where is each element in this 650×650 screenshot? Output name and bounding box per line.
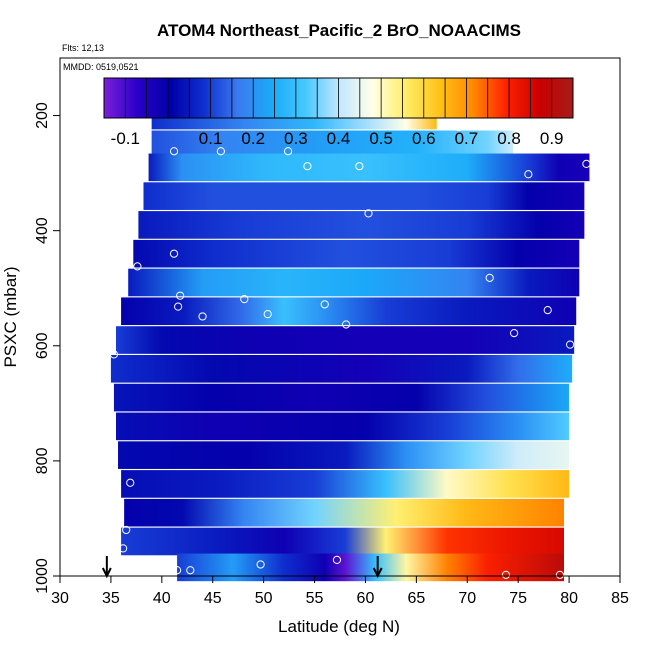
colorbar-tick-label: 0.4 — [327, 129, 351, 148]
data-point — [283, 147, 293, 156]
plot-area — [59, 57, 621, 582]
y-tick-label: 1000 — [34, 558, 51, 594]
data-point — [566, 340, 575, 349]
data-point — [133, 262, 142, 271]
heatmap-band — [121, 470, 570, 498]
data-point — [501, 570, 511, 579]
x-axis: 30 35 40 45 50 55 60 65 70 75 80 85 — [51, 576, 629, 607]
y-tick-label: 800 — [34, 447, 51, 474]
x-tick-label: 35 — [102, 590, 120, 607]
data-point — [240, 295, 249, 304]
data-point — [126, 478, 135, 487]
data-point — [216, 147, 225, 156]
heatmap-band — [116, 326, 575, 354]
heatmap-band — [138, 211, 585, 239]
heatmap-band — [121, 527, 564, 556]
heatmap-band — [177, 553, 564, 582]
heatmap-band — [124, 498, 565, 527]
heatmap-band — [118, 441, 570, 469]
colorbar-tick-label: 0.2 — [241, 129, 265, 148]
data-point — [174, 302, 183, 311]
x-tick-label: 85 — [611, 590, 629, 607]
x-tick-label: 70 — [458, 590, 476, 607]
data-point — [109, 350, 119, 359]
data-point — [119, 544, 128, 553]
x-tick-label: 60 — [357, 590, 375, 607]
x-tick-label: 55 — [306, 590, 324, 607]
heatmap-band — [148, 153, 590, 182]
x-tick-label: 75 — [509, 590, 527, 607]
x-tick-label: 65 — [407, 590, 425, 607]
colorbar-tick-label: 0.8 — [497, 129, 521, 148]
x-tick-label: 30 — [51, 590, 69, 607]
x-axis-label: Latitude (deg N) — [278, 617, 400, 636]
plot-frame — [59, 57, 621, 577]
data-point — [169, 249, 179, 258]
x-tick-label: 50 — [255, 590, 273, 607]
y-axis: 200 400 600 800 1000 — [34, 102, 60, 594]
colorbar-dividers — [124, 78, 553, 118]
heatmap-band — [110, 354, 573, 383]
colorbar-tick-label: 0.6 — [412, 129, 436, 148]
heatmap-band — [133, 239, 580, 268]
colorbar-tick-label: 0.7 — [455, 129, 479, 148]
heatmap-bands — [110, 101, 590, 582]
data-point — [510, 329, 519, 338]
data-point — [485, 273, 494, 282]
colorbar: -0.1 0.1 0.2 0.3 0.4 0.5 0.6 0.7 0.8 0.9 — [103, 77, 574, 148]
data-point — [122, 525, 131, 535]
data-point — [355, 162, 364, 171]
data-point — [342, 320, 351, 329]
heatmap-band — [121, 297, 577, 326]
heatmap-band — [116, 412, 570, 441]
heatmap-band — [143, 182, 585, 210]
data-point — [364, 209, 373, 218]
colorbar-tick-label: 0.9 — [540, 129, 564, 148]
y-tick-label: 400 — [34, 217, 51, 244]
data-point — [186, 566, 195, 575]
colorbar-tick-label: 0.5 — [369, 129, 393, 148]
data-point — [256, 560, 265, 569]
chart-title: ATOM4 Northeast_Pacific_2 BrO_NOAACIMS — [157, 21, 521, 40]
data-point — [198, 312, 207, 321]
data-point — [455, 122, 464, 132]
data-point — [543, 305, 552, 315]
data-point — [582, 159, 591, 169]
colorbar-tick-labels: -0.1 0.1 0.2 0.3 0.4 0.5 0.6 0.7 0.8 0.9 — [111, 129, 564, 148]
colorbar-frame — [103, 77, 574, 119]
dates-label: MMDD: 0519,0521 — [63, 62, 139, 72]
y-tick-label: 600 — [34, 332, 51, 359]
colorbar-tick-label: 0.3 — [284, 129, 308, 148]
y-tick-label: 200 — [34, 102, 51, 129]
x-tick-label: 80 — [560, 590, 578, 607]
x-tick-label: 45 — [204, 590, 222, 607]
data-point — [172, 566, 182, 575]
data-point — [332, 555, 342, 564]
heatmap-band — [128, 268, 580, 297]
data-point — [303, 162, 312, 171]
heatmap-band — [113, 383, 570, 412]
data-point — [555, 570, 565, 579]
x-tick-label: 40 — [153, 590, 171, 607]
y-axis-label: PSXC (mbar) — [1, 266, 20, 367]
data-point — [320, 300, 329, 309]
colorbar-tick-label: -0.1 — [111, 129, 140, 148]
data-point — [176, 291, 185, 300]
data-point — [169, 147, 179, 156]
measurement-points — [109, 105, 591, 579]
data-point — [524, 170, 533, 179]
flights-label: Flts: 12,13 — [62, 43, 104, 53]
colorbar-tick-label: 0.1 — [199, 129, 223, 148]
data-point — [263, 310, 272, 319]
